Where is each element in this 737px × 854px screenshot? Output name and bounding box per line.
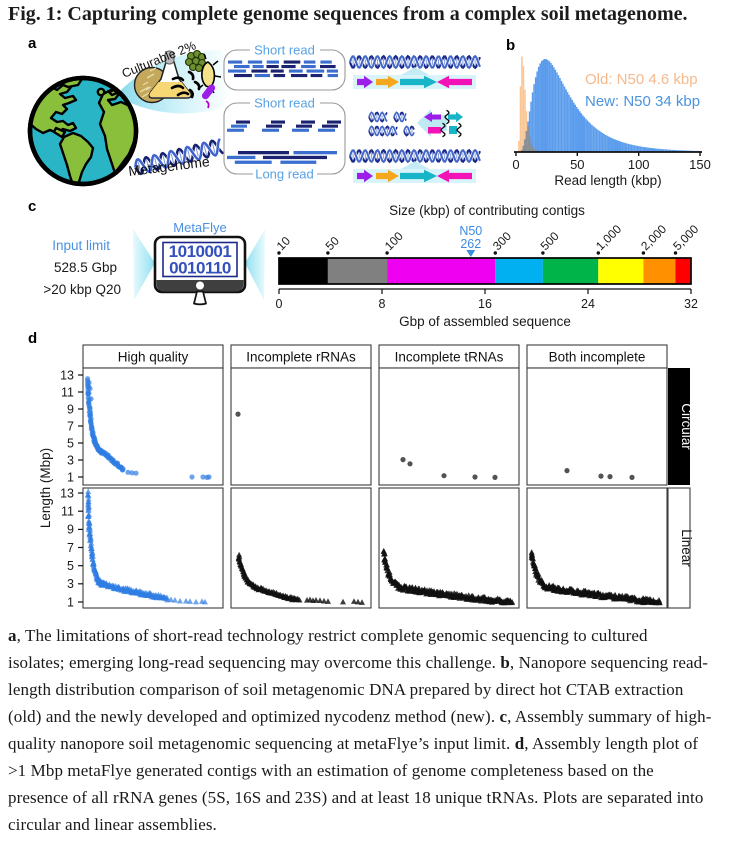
- svg-text:Short read: Short read: [254, 96, 315, 111]
- svg-text:0: 0: [512, 157, 519, 172]
- svg-text:13: 13: [60, 486, 74, 500]
- svg-text:5: 5: [67, 559, 74, 573]
- svg-text:500: 500: [538, 229, 562, 253]
- svg-text:Short read: Short read: [254, 43, 315, 58]
- svg-text:50: 50: [323, 234, 343, 254]
- svg-text:0: 0: [276, 297, 283, 311]
- svg-text:Long read: Long read: [255, 167, 314, 182]
- svg-text:11: 11: [61, 385, 74, 399]
- svg-text:150: 150: [689, 157, 711, 172]
- svg-text:1010001: 1010001: [169, 242, 232, 261]
- svg-text:100: 100: [628, 157, 650, 172]
- svg-text:9: 9: [67, 402, 74, 416]
- svg-text:Size (kbp) of contributing con: Size (kbp) of contributing contigs: [389, 203, 585, 218]
- svg-text:13: 13: [60, 368, 74, 382]
- svg-text:262: 262: [460, 237, 481, 251]
- svg-text:Old: N50 4.6 kbp: Old: N50 4.6 kbp: [585, 71, 698, 88]
- svg-text:24: 24: [581, 297, 595, 311]
- svg-text:N50: N50: [459, 224, 482, 238]
- svg-text:32: 32: [684, 297, 698, 311]
- svg-text:7: 7: [67, 541, 74, 555]
- svg-text:300: 300: [490, 229, 514, 253]
- svg-text:100: 100: [382, 229, 406, 253]
- svg-text:1: 1: [67, 470, 74, 484]
- svg-text:Incomplete tRNAs: Incomplete tRNAs: [395, 350, 504, 365]
- svg-text:Read length (kbp): Read length (kbp): [554, 173, 661, 188]
- svg-text:Gbp of assembled sequence: Gbp of assembled sequence: [399, 314, 571, 329]
- svg-text:50: 50: [570, 157, 584, 172]
- svg-text:3: 3: [67, 453, 74, 467]
- svg-text:Incomplete rRNAs: Incomplete rRNAs: [246, 350, 356, 365]
- svg-text:8: 8: [379, 297, 386, 311]
- svg-text:5: 5: [67, 436, 74, 450]
- svg-text:1,000: 1,000: [593, 222, 624, 253]
- svg-text:New: N50 34 kbp: New: N50 34 kbp: [585, 93, 700, 110]
- svg-text:High quality: High quality: [118, 350, 189, 365]
- svg-text:16: 16: [478, 297, 492, 311]
- svg-text:11: 11: [61, 505, 74, 519]
- svg-text:10: 10: [274, 234, 294, 254]
- svg-text:>20 kbp Q20: >20 kbp Q20: [43, 282, 121, 297]
- svg-text:1: 1: [67, 595, 74, 609]
- svg-text:Length (Mbp): Length (Mbp): [38, 448, 53, 528]
- svg-text:7: 7: [67, 419, 74, 433]
- svg-text:2,000: 2,000: [638, 222, 669, 253]
- svg-text:Circular: Circular: [679, 403, 694, 450]
- svg-text:MetaFlye: MetaFlye: [173, 220, 226, 235]
- svg-text:5,000: 5,000: [670, 222, 701, 253]
- svg-text:3: 3: [67, 577, 74, 591]
- svg-text:0010110: 0010110: [169, 259, 231, 278]
- svg-text:Linear: Linear: [679, 529, 694, 567]
- svg-text:Both incomplete: Both incomplete: [549, 350, 646, 365]
- svg-text:9: 9: [67, 523, 74, 537]
- svg-text:528.5 Gbp: 528.5 Gbp: [54, 260, 117, 275]
- svg-text:Input limit: Input limit: [52, 238, 110, 253]
